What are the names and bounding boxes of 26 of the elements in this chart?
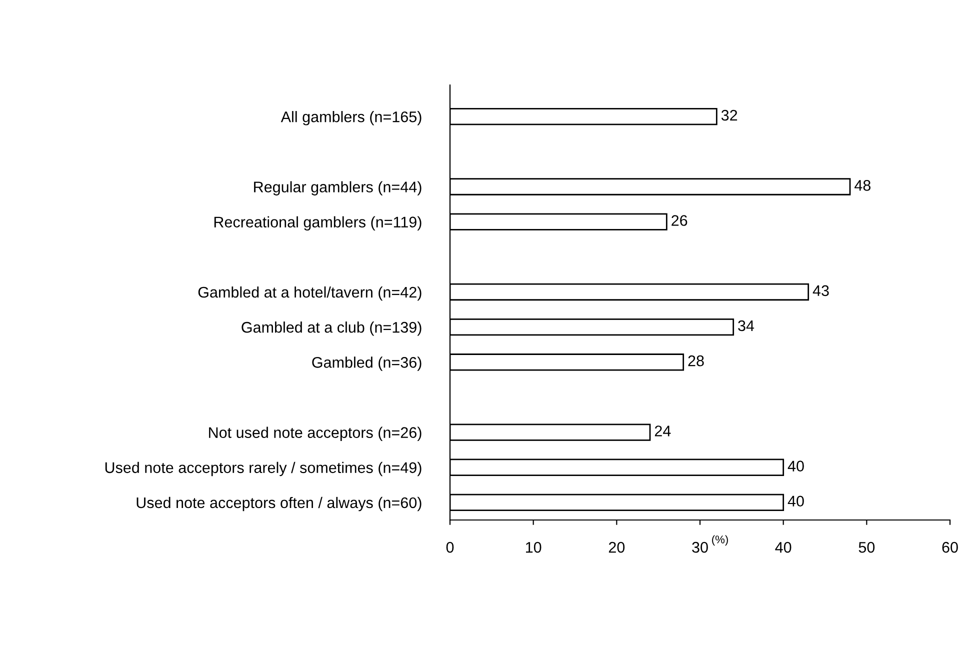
y-tick-label: Used note acceptors rarely / sometimes (n=49) — [105, 462, 422, 476]
y-tick-label: Gambled at a hotel/tavern (n=42) — [198, 286, 422, 301]
data-label: 32 — [721, 110, 738, 121]
data-label: 24 — [654, 426, 671, 436]
x-tick-label: 30 — [692, 542, 708, 553]
x-tick-label: 20 — [608, 542, 625, 553]
data-label: 40 — [788, 460, 804, 472]
x-tick-label: 10 — [526, 542, 542, 553]
data-label: 34 — [738, 320, 754, 332]
data-label: 43 — [812, 285, 829, 296]
y-tick-label: Not used note acceptors (n=26) — [209, 426, 422, 442]
y-tick-label: Recreational gamblers (n=119) — [214, 216, 422, 231]
y-tick-label: Gambled (n=36) — [312, 356, 422, 371]
data-label: 26 — [672, 215, 688, 226]
y-tick-label: Used note acceptors often / always (n=60) — [136, 496, 422, 512]
data-label: 40 — [788, 496, 804, 507]
x-axis-title: (%) — [712, 535, 728, 546]
x-tick-label: 60 — [942, 542, 958, 553]
data-label: 28 — [688, 355, 704, 366]
x-tick-label: 50 — [858, 542, 875, 553]
data-label: 48 — [854, 180, 870, 191]
x-tick-label: 0 — [446, 542, 454, 553]
y-tick-label: All gamblers (n=165) — [280, 111, 422, 126]
x-tick-label: 40 — [775, 542, 792, 553]
y-tick-label: Regular gamblers (n=44) — [254, 181, 422, 196]
y-tick-label: Gambled at a club (n=139) — [242, 322, 422, 336]
